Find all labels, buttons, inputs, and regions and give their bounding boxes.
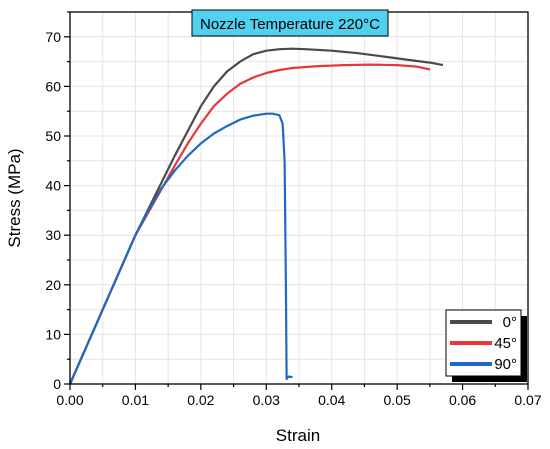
series-line-1 [68, 63, 431, 385]
axis-ticks: 0.00 0.01 0.02 0.03 0.04 0.05 0.06 0.07 0 10 20 30 4… [45, 11, 542, 408]
series-line-2 [68, 112, 293, 385]
x-tick-label: 0.06 [449, 392, 476, 408]
chart-title-box [191, 9, 389, 37]
x-tick-label: 0.01 [122, 392, 149, 408]
y-tick-label: 20 [45, 277, 61, 293]
x-tick-label: 0.00 [56, 392, 83, 408]
y-tick-label: 50 [45, 128, 61, 144]
x-axis-title: Strain [276, 426, 320, 445]
x-tick-label: 0.03 [253, 392, 280, 408]
y-tick-label: 10 [45, 326, 61, 342]
y-tick-label: 40 [45, 178, 61, 194]
legend: 0° 45° 90° [445, 309, 527, 382]
y-tick-label: 0 [53, 376, 61, 392]
chart-title-text: Nozzle Temperature 220°C [200, 16, 380, 33]
legend-label: 45° [494, 335, 517, 352]
x-tick-label: 0.05 [384, 392, 411, 408]
legend-label: 0° [503, 314, 517, 331]
y-tick-label: 30 [45, 227, 61, 243]
series-line-0 [68, 47, 444, 385]
y-tick-label: 70 [45, 29, 61, 45]
y-axis-title: Stress (MPa) [5, 148, 24, 247]
legend-label: 90° [494, 356, 517, 373]
x-tick-label: 0.04 [318, 392, 345, 408]
chart-title: Nozzle Temperature 220°C [191, 9, 389, 37]
x-tick-label: 0.07 [514, 392, 541, 408]
y-tick-label: 60 [45, 78, 61, 94]
x-tick-label: 0.02 [187, 392, 214, 408]
series-lines [68, 47, 444, 385]
